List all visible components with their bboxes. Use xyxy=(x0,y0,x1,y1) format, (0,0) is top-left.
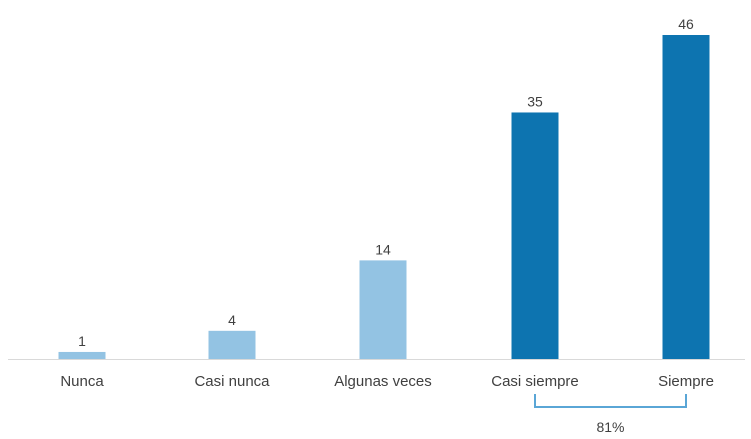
x-tick-algunas-veces: Algunas veces xyxy=(334,373,432,390)
bar-nunca xyxy=(58,351,106,359)
data-label-casi-siempre: 35 xyxy=(527,93,543,109)
data-label-algunas-veces: 14 xyxy=(375,241,391,257)
percentage-bracket: 81% xyxy=(534,394,687,435)
x-tick-siempre: Siempre xyxy=(658,373,714,390)
data-label-casi-nunca: 4 xyxy=(228,312,236,328)
x-tick-nunca: Nunca xyxy=(60,373,104,390)
bracket-label: 81% xyxy=(596,419,624,435)
bars-group xyxy=(58,35,710,359)
bar-siempre xyxy=(662,35,710,359)
bar-casi-siempre xyxy=(511,112,559,359)
x-tick-casi-siempre: Casi siempre xyxy=(491,373,579,390)
data-label-siempre: 46 xyxy=(678,16,694,32)
x-tick-casi-nunca: Casi nunca xyxy=(194,373,270,390)
data-label-nunca: 1 xyxy=(78,333,86,349)
bracket-line xyxy=(534,394,687,408)
bar-casi-nunca xyxy=(208,330,256,359)
bar-algunas-veces xyxy=(359,260,407,359)
x-tick-labels: Nunca Casi nunca Algunas veces Casi siempre… xyxy=(60,373,714,390)
